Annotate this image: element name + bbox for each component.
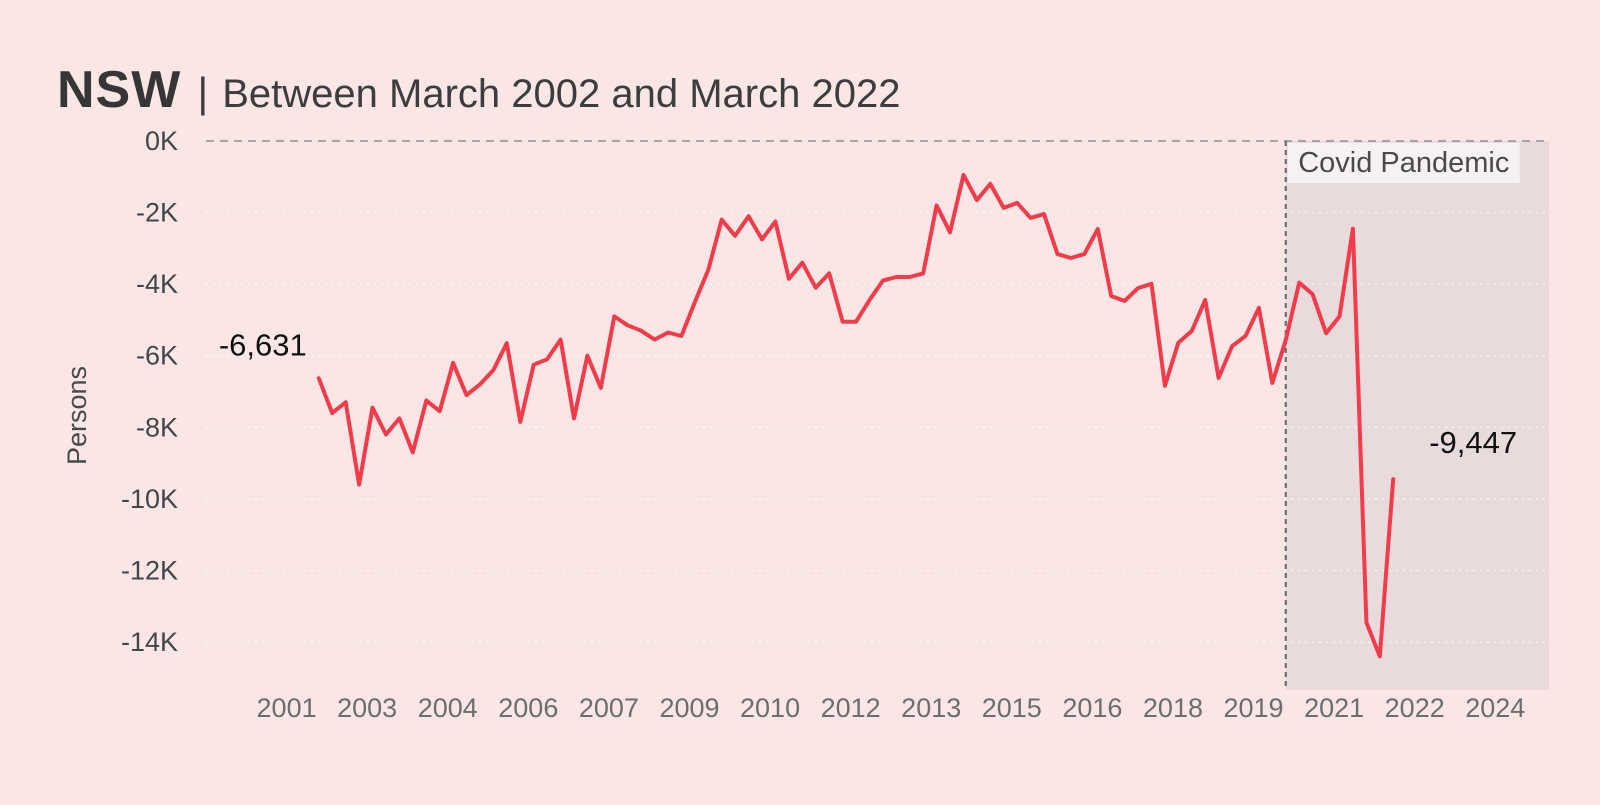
x-tick-label: 2018 — [1143, 693, 1203, 723]
y-tick-label: -6K — [136, 341, 178, 371]
x-tick-label: 2003 — [337, 693, 397, 723]
x-tick-label: 2015 — [982, 693, 1042, 723]
y-tick-label: -8K — [136, 412, 178, 442]
first-value-annotation: -6,631 — [219, 327, 307, 362]
x-tick-label: 2004 — [418, 693, 478, 723]
y-tick-label: -2K — [136, 198, 178, 228]
y-tick-label: -12K — [121, 555, 178, 585]
x-tick-label: 2016 — [1062, 693, 1122, 723]
x-tick-label: 2022 — [1385, 693, 1445, 723]
x-tick-label: 2007 — [579, 693, 639, 723]
page-title: NSW | Between March 2002 and March 2022 — [57, 60, 900, 120]
x-tick-label: 2021 — [1304, 693, 1364, 723]
covid-label-box — [1287, 143, 1520, 183]
x-tick-label: 2010 — [740, 693, 800, 723]
title-subtitle: Between March 2002 and March 2022 — [222, 72, 901, 116]
x-tick-label: 2006 — [498, 693, 558, 723]
region-title: NSW — [57, 61, 182, 119]
x-tick-label: 2019 — [1224, 693, 1284, 723]
x-tick-label: 2012 — [821, 693, 881, 723]
title-separator: | — [197, 69, 209, 116]
covid-label: Covid Pandemic — [1298, 147, 1509, 179]
x-tick-label: 2009 — [659, 693, 719, 723]
y-tick-label: 0K — [145, 126, 178, 156]
y-tick-label: -4K — [136, 269, 178, 299]
y-tick-label: -10K — [121, 484, 178, 514]
x-tick-label: 2024 — [1465, 693, 1525, 723]
y-axis-title: Persons — [62, 366, 92, 465]
x-tick-label: 2001 — [257, 693, 317, 723]
covid-band — [1285, 141, 1549, 690]
y-tick-label: -14K — [121, 627, 178, 657]
x-tick-label: 2013 — [901, 693, 961, 723]
last-value-annotation: -9,447 — [1429, 425, 1517, 460]
migration-line — [316, 173, 1396, 659]
